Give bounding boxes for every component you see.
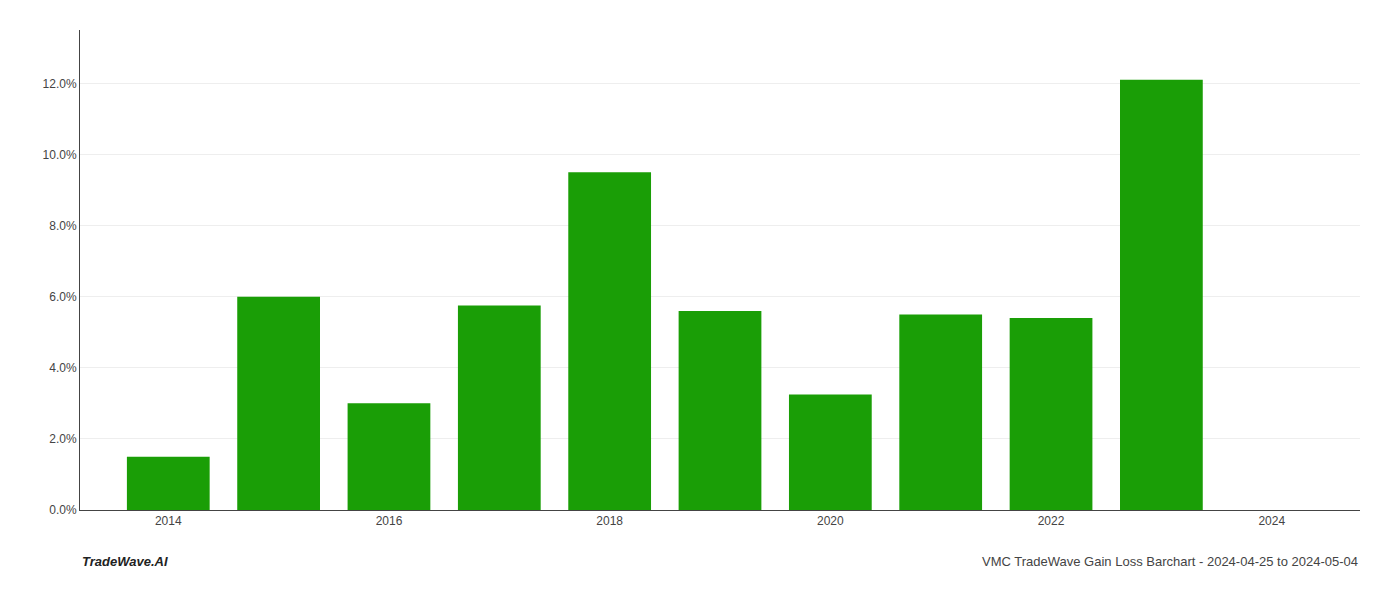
svg-text:4.0%: 4.0% bbox=[49, 361, 77, 375]
svg-text:2024: 2024 bbox=[1258, 514, 1285, 528]
svg-text:2.0%: 2.0% bbox=[49, 432, 77, 446]
svg-text:VMC TradeWave Gain Loss Barcha: VMC TradeWave Gain Loss Barchart - 2024-… bbox=[982, 554, 1358, 569]
svg-text:0.0%: 0.0% bbox=[49, 503, 77, 517]
svg-text:8.0%: 8.0% bbox=[49, 219, 77, 233]
svg-text:12.0%: 12.0% bbox=[43, 77, 77, 91]
svg-text:2018: 2018 bbox=[596, 514, 623, 528]
svg-text:TradeWave.AI: TradeWave.AI bbox=[82, 554, 168, 569]
svg-text:2016: 2016 bbox=[376, 514, 403, 528]
svg-text:10.0%: 10.0% bbox=[43, 148, 77, 162]
svg-text:2014: 2014 bbox=[155, 514, 182, 528]
svg-text:2020: 2020 bbox=[817, 514, 844, 528]
svg-text:2022: 2022 bbox=[1038, 514, 1065, 528]
svg-text:6.0%: 6.0% bbox=[49, 290, 77, 304]
